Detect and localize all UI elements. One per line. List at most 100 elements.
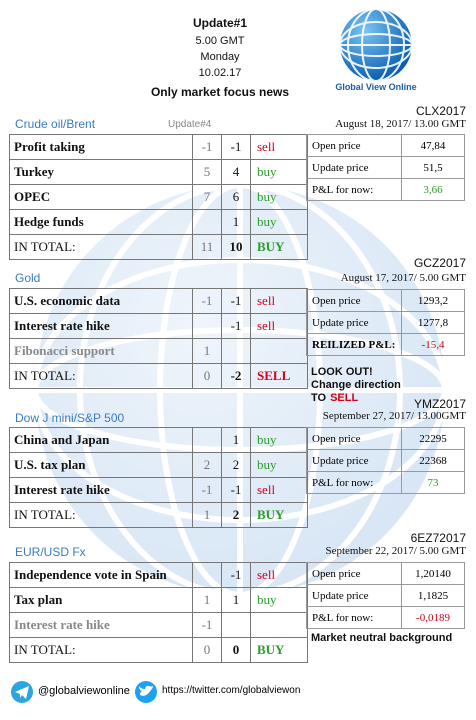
previous-score: 5 <box>192 159 222 185</box>
price-row: Update price 1,1825 <box>306 584 465 607</box>
factor-table: Profit taking -1 -1 sell Turkey 5 4 buy OPEC 7 6 bu… <box>9 134 308 260</box>
previous-score: 1 <box>192 338 222 364</box>
price-value: 73 <box>401 471 465 494</box>
signal: sell <box>250 477 308 503</box>
header-time: 5.00 GMT <box>195 35 245 47</box>
price-value: 51,5 <box>401 156 465 179</box>
price-table: Open price 1293,2 Update price 1277,8 REILIZ… <box>306 289 465 356</box>
signal <box>250 612 308 638</box>
price-value: -15,4 <box>401 333 465 356</box>
signal: sell <box>250 562 308 588</box>
factor-row: Interest rate hike -1 -1 sell <box>9 477 308 503</box>
factor-row: U.S. economic data -1 -1 sell <box>9 288 308 314</box>
signal: buy <box>250 587 308 613</box>
current-score <box>221 338 251 364</box>
contract-date: September 22, 2017/ 5.00 GMT <box>325 545 466 557</box>
price-table: Open price 1,20140 Update price 1,1825 P&L f… <box>306 562 465 629</box>
total-row: IN TOTAL: 11 10 BUY <box>9 234 308 260</box>
price-row: P&L for now: 73 <box>306 471 465 494</box>
previous-score: 1 <box>192 587 222 613</box>
previous-score: 11 <box>192 234 222 260</box>
current-score: 6 <box>221 184 251 210</box>
factor-row: U.S. tax plan 2 2 buy <box>9 452 308 478</box>
factor-row: Independence vote in Spain -1 sell <box>9 562 308 588</box>
factor-table: U.S. economic data -1 -1 sell Interest rate … <box>9 288 308 389</box>
previous-score <box>192 562 222 588</box>
factor-name: IN TOTAL: <box>9 502 193 528</box>
factor-row: Interest rate hike -1 sell <box>9 313 308 339</box>
price-row: Open price 1293,2 <box>306 289 465 312</box>
section-title: EUR/USD Fx <box>15 545 86 559</box>
factor-row: Fibonacci support 1 <box>9 338 308 364</box>
current-score: 1 <box>221 587 251 613</box>
factor-row: OPEC 7 6 buy <box>9 184 308 210</box>
signal: buy <box>250 452 308 478</box>
price-row: Update price 51,5 <box>306 156 465 179</box>
note-prefix: TO <box>311 392 327 404</box>
note-action-word: SELL <box>330 392 359 404</box>
contract-code: 6EZ72017 <box>410 531 466 545</box>
contract-code: GCZ2017 <box>413 256 466 270</box>
price-value: 1,1825 <box>401 584 465 607</box>
telegram-handle[interactable]: @globalviewonline <box>38 685 130 697</box>
price-table: Open price 47,84 Update price 51,5 P&L for n… <box>306 134 465 201</box>
signal: buy <box>250 427 308 453</box>
factor-name: Profit taking <box>9 134 193 160</box>
price-value: -0,0189 <box>401 606 465 629</box>
signal: BUY <box>250 234 308 260</box>
factor-row: China and Japan 1 buy <box>9 427 308 453</box>
total-row: IN TOTAL: 0 0 BUY <box>9 637 308 663</box>
price-value: 1293,2 <box>401 289 465 312</box>
factor-row: Turkey 5 4 buy <box>9 159 308 185</box>
price-table: Open price 22295 Update price 22368 P&L for … <box>306 427 465 494</box>
total-row: IN TOTAL: 0 -2 SELL <box>9 363 308 389</box>
current-score: -1 <box>221 288 251 314</box>
factor-row: Interest rate hike -1 <box>9 612 308 638</box>
factor-name: U.S. economic data <box>9 288 193 314</box>
header-day: Monday <box>200 51 240 63</box>
signal <box>250 338 308 364</box>
previous-score: -1 <box>192 134 222 160</box>
factor-row: Hedge funds 1 buy <box>9 209 308 235</box>
current-score: 2 <box>221 502 251 528</box>
contract-code: CLX2017 <box>415 104 466 118</box>
price-row: P&L for now: -0,0189 <box>306 606 465 629</box>
current-score: -1 <box>221 134 251 160</box>
contract-code: YMZ2017 <box>413 397 466 411</box>
current-score: 10 <box>221 234 251 260</box>
header-title: Update#1 <box>192 16 248 30</box>
signal: SELL <box>250 363 308 389</box>
previous-score: -1 <box>192 612 222 638</box>
contract-date: August 17, 2017/ 5.00 GMT <box>340 272 466 284</box>
price-row: Open price 22295 <box>306 427 465 450</box>
note-line: LOOK OUT! <box>311 366 373 378</box>
signal: BUY <box>250 637 308 663</box>
factor-name: U.S. tax plan <box>9 452 193 478</box>
factor-name: Hedge funds <box>9 209 193 235</box>
note-action: TO SELL <box>311 392 401 405</box>
previous-score <box>192 313 222 339</box>
update-label: Update#4 <box>168 119 212 130</box>
factor-name: IN TOTAL: <box>9 234 193 260</box>
previous-score <box>192 427 222 453</box>
price-row: Update price 1277,8 <box>306 311 465 334</box>
price-label: Update price <box>306 311 402 334</box>
price-label: P&L for now: <box>306 606 402 629</box>
total-row: IN TOTAL: 1 2 BUY <box>9 502 308 528</box>
current-score: 0 <box>221 637 251 663</box>
price-value: 22295 <box>401 427 465 450</box>
twitter-link[interactable]: https://twitter.com/globalviewon <box>162 685 301 696</box>
current-score: -2 <box>221 363 251 389</box>
signal: BUY <box>250 502 308 528</box>
current-score: -1 <box>221 477 251 503</box>
factor-name: IN TOTAL: <box>9 363 193 389</box>
price-row: Open price 1,20140 <box>306 562 465 585</box>
signal: buy <box>250 184 308 210</box>
current-score <box>221 612 251 638</box>
logo-label: Global View Online <box>335 82 417 92</box>
price-row: Open price 47,84 <box>306 134 465 157</box>
signal: buy <box>250 209 308 235</box>
price-label: REILIZED P&L: <box>306 333 402 356</box>
current-score: 4 <box>221 159 251 185</box>
header-date: 10.02.17 <box>198 67 242 79</box>
